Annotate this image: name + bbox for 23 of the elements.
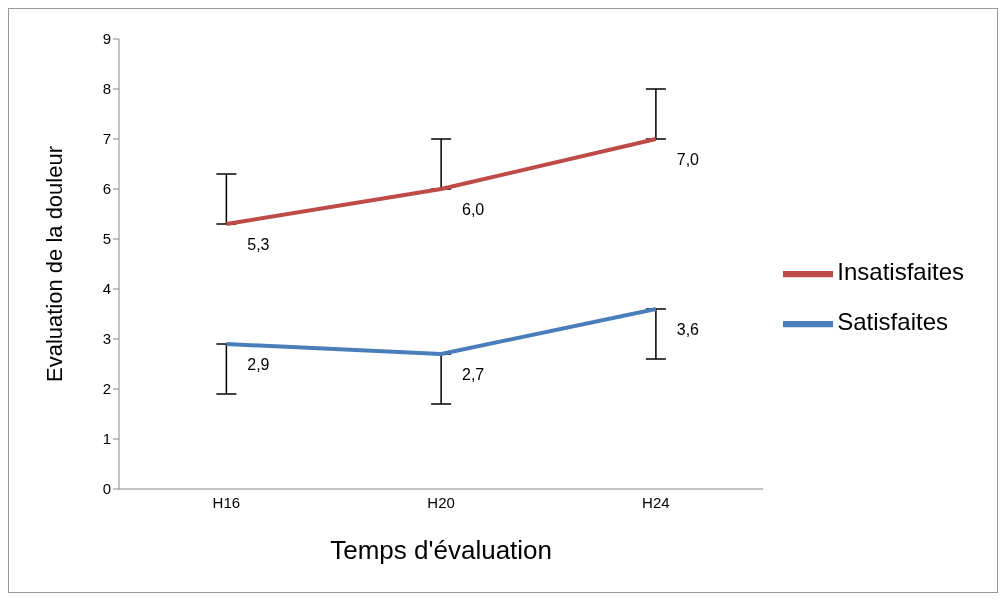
y-axis-title: Evaluation de la douleur bbox=[41, 145, 67, 383]
y-tick-label: 7 bbox=[102, 130, 111, 148]
legend-label: Insatisfaites bbox=[837, 258, 964, 286]
data-label: 7,0 bbox=[676, 151, 700, 168]
y-tick-label: 5 bbox=[102, 230, 111, 248]
y-tick-label: 0 bbox=[102, 480, 111, 498]
y-tick-label: 4 bbox=[102, 280, 111, 298]
data-label: 5,3 bbox=[247, 236, 270, 253]
y-tick-label: 6 bbox=[102, 180, 111, 198]
x-tick-label: H20 bbox=[427, 493, 455, 511]
data-label: 3,6 bbox=[676, 321, 700, 338]
x-tick-label: H16 bbox=[212, 493, 241, 511]
y-tick-label: 3 bbox=[102, 330, 111, 348]
y-tick-label: 8 bbox=[102, 80, 111, 98]
data-label: 6,0 bbox=[462, 201, 485, 218]
data-label: 2,9 bbox=[247, 356, 270, 373]
x-axis-title: Temps d'évaluation bbox=[330, 535, 553, 565]
y-tick-label: 2 bbox=[102, 380, 111, 398]
y-tick-label: 9 bbox=[102, 30, 111, 48]
legend-label: Satisfaites bbox=[837, 308, 948, 336]
data-label: 2,7 bbox=[462, 366, 485, 383]
x-tick-label: H24 bbox=[642, 493, 670, 511]
y-tick-label: 1 bbox=[102, 430, 111, 448]
